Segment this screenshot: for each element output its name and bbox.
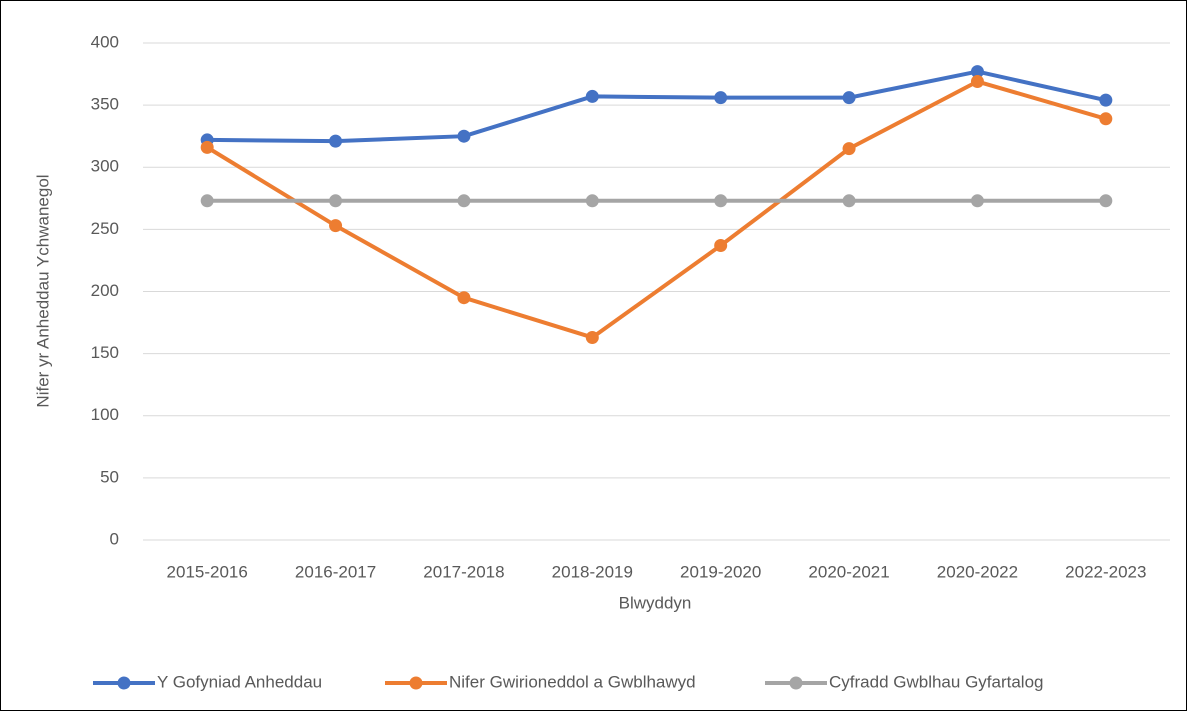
data-point xyxy=(714,239,728,253)
data-point xyxy=(842,194,856,208)
data-point xyxy=(329,134,343,148)
data-point xyxy=(1099,93,1113,107)
data-point xyxy=(585,330,599,344)
y-tick-label: 250 xyxy=(91,219,119,238)
data-point xyxy=(842,142,856,156)
data-point xyxy=(585,89,599,103)
x-tick-label: 2015-2016 xyxy=(167,562,248,581)
x-tick-label: 2018-2019 xyxy=(552,562,633,581)
legend-label: Cyfradd Gwblhau Gyfartalog xyxy=(829,672,1044,691)
y-axis-title: Nifer yr Anheddau Ychwanegol xyxy=(33,174,52,407)
data-point xyxy=(457,129,471,143)
data-point xyxy=(329,219,343,233)
legend-label: Nifer Gwirioneddol a Gwblhawyd xyxy=(449,672,696,691)
legend-label: Y Gofyniad Anheddau xyxy=(157,672,322,691)
y-tick-label: 200 xyxy=(91,281,119,300)
data-point xyxy=(457,291,471,305)
data-point xyxy=(1099,194,1113,208)
legend-marker xyxy=(789,676,803,690)
series-line xyxy=(205,69,1108,144)
series-line xyxy=(205,79,1108,340)
data-point xyxy=(329,194,343,208)
data-point xyxy=(970,65,984,79)
x-tick-label: 2020-2022 xyxy=(937,562,1018,581)
data-point xyxy=(970,194,984,208)
x-axis-title: Blwyddyn xyxy=(619,593,692,612)
data-point xyxy=(585,194,599,208)
x-tick-label: 2016-2017 xyxy=(295,562,376,581)
data-point xyxy=(714,194,728,208)
x-tick-label: 2022-2023 xyxy=(1065,562,1146,581)
x-tick-label: 2017-2018 xyxy=(423,562,504,581)
x-tick-label: 2019-2020 xyxy=(680,562,761,581)
legend-marker xyxy=(117,676,131,690)
y-tick-label: 300 xyxy=(91,157,119,176)
y-tick-label: 350 xyxy=(91,95,119,114)
y-tick-label: 150 xyxy=(91,343,119,362)
data-point xyxy=(200,194,214,208)
data-point xyxy=(457,194,471,208)
data-point xyxy=(970,75,984,89)
y-tick-label: 400 xyxy=(91,32,119,51)
legend-marker xyxy=(409,676,423,690)
data-point xyxy=(1099,112,1113,126)
data-point xyxy=(842,91,856,105)
data-point xyxy=(714,91,728,105)
data-point xyxy=(200,140,214,154)
y-tick-label: 0 xyxy=(110,529,119,548)
y-tick-label: 100 xyxy=(91,405,119,424)
y-tick-label: 50 xyxy=(100,467,119,486)
x-tick-label: 2020-2021 xyxy=(808,562,889,581)
